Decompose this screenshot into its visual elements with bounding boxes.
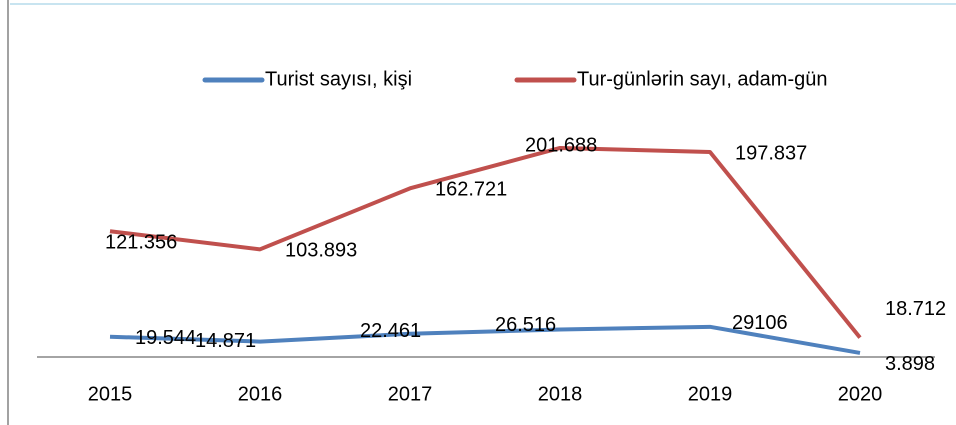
data-label: 162.721: [435, 179, 507, 201]
x-tick-label: 2019: [688, 383, 733, 405]
legend-label: Tur-günlərin sayı, adam-gün: [577, 68, 828, 90]
x-tick-label: 2016: [238, 383, 283, 405]
data-label: 18.712: [885, 298, 946, 320]
data-label: 19.544: [135, 327, 196, 349]
data-label: 197.837: [735, 142, 807, 164]
x-tick-label: 2018: [538, 383, 583, 405]
legend-label: Turist sayısı, kişi: [265, 68, 412, 90]
series-line: [109, 324, 861, 355]
data-label: 201.688: [525, 134, 597, 156]
x-tick-label: 2015: [88, 383, 133, 405]
x-tick-label: 2020: [838, 383, 883, 405]
series-line: [109, 145, 862, 339]
x-tick-label: 2017: [388, 383, 433, 405]
data-label: 103.893: [285, 240, 357, 262]
data-label: 3.898: [885, 353, 935, 375]
data-label: 121.356: [105, 232, 177, 254]
data-label: 26.516: [495, 314, 556, 336]
data-label: 14.871: [195, 330, 256, 352]
data-label: 22.461: [360, 320, 421, 342]
data-label: 29106: [732, 312, 788, 334]
